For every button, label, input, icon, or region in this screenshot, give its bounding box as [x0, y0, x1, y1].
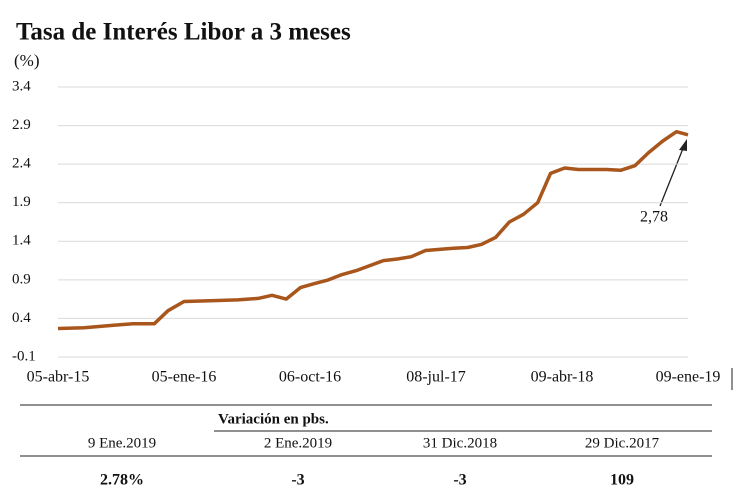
table-header: 29 Dic.2017	[585, 435, 660, 451]
x-tick-label: 09-ene-19	[656, 369, 721, 386]
table-cell: -3	[291, 472, 304, 489]
annotation: 2,78	[640, 209, 668, 226]
table-cell: 2.78%	[100, 472, 144, 489]
x-tick-label: 06-oct-16	[279, 369, 341, 386]
table-cell: 109	[610, 472, 634, 489]
y-tick-label: -0.1	[12, 348, 36, 364]
chart-title: Tasa de Interés Libor a 3 meses	[16, 19, 351, 46]
x-tick-label: 05-ene-16	[152, 369, 217, 386]
x-tick-label: 05-abr-15	[27, 369, 90, 386]
y-tick-label: 1.9	[12, 194, 31, 210]
table-header: 9 Ene.2019	[88, 435, 156, 451]
x-tick-label: 09-abr-18	[531, 369, 594, 386]
table-header: 2 Ene.2019	[264, 435, 332, 451]
table-title: Variación en pbs.	[218, 411, 329, 427]
table-header: 31 Dic.2018	[423, 435, 497, 451]
line	[57, 129, 689, 331]
table-cell: -3	[453, 472, 466, 489]
annotation-arrow	[659, 145, 685, 207]
y-axis-label: (%)	[14, 51, 39, 70]
arrow-head	[679, 139, 687, 151]
y-tick-label: 2.4	[12, 156, 31, 172]
x-tick-label: 08-jul-17	[406, 369, 466, 386]
y-tick-label: 0.9	[12, 271, 31, 287]
y-tick-label: 0.4	[12, 310, 31, 326]
y-tick-label: 2.9	[12, 117, 31, 133]
y-tick-label: 3.4	[12, 78, 31, 94]
y-tick-label: 1.4	[12, 233, 31, 249]
